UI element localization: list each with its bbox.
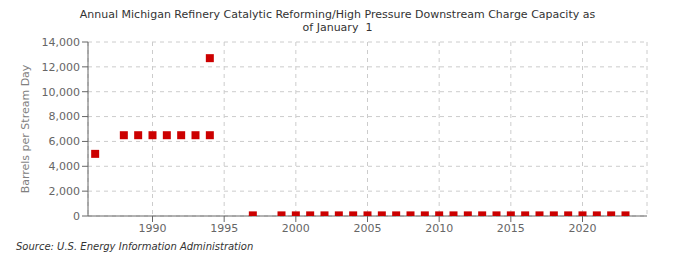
svg-text:2,000: 2,000	[49, 185, 81, 198]
svg-text:2005: 2005	[354, 222, 382, 235]
svg-text:2020: 2020	[569, 222, 597, 235]
svg-text:12,000: 12,000	[42, 61, 81, 74]
svg-text:14,000: 14,000	[42, 36, 81, 49]
svg-text:1995: 1995	[210, 222, 238, 235]
svg-text:6,000: 6,000	[49, 135, 81, 148]
svg-text:2015: 2015	[497, 222, 525, 235]
html-text:Annual Michigan Refinery Catal: Annual Michigan Refinery Catalytic Refor…	[79, 8, 596, 21]
svg-text:2000: 2000	[282, 222, 310, 235]
html-text:Source: U.S. Energy Informatio: Source: U.S. Energy Information Administ…	[16, 241, 254, 252]
svg-text:0: 0	[73, 210, 80, 223]
svg-text:2010: 2010	[425, 222, 453, 235]
svg-text:8,000: 8,000	[49, 110, 81, 123]
svg-text:Barrels per Stream Day: Barrels per Stream Day	[19, 64, 32, 193]
svg-text:1990: 1990	[139, 222, 167, 235]
svg-text:4,000: 4,000	[49, 160, 81, 173]
html-text:of January 1: of January 1	[302, 21, 373, 34]
svg-text:10,000: 10,000	[42, 86, 81, 99]
